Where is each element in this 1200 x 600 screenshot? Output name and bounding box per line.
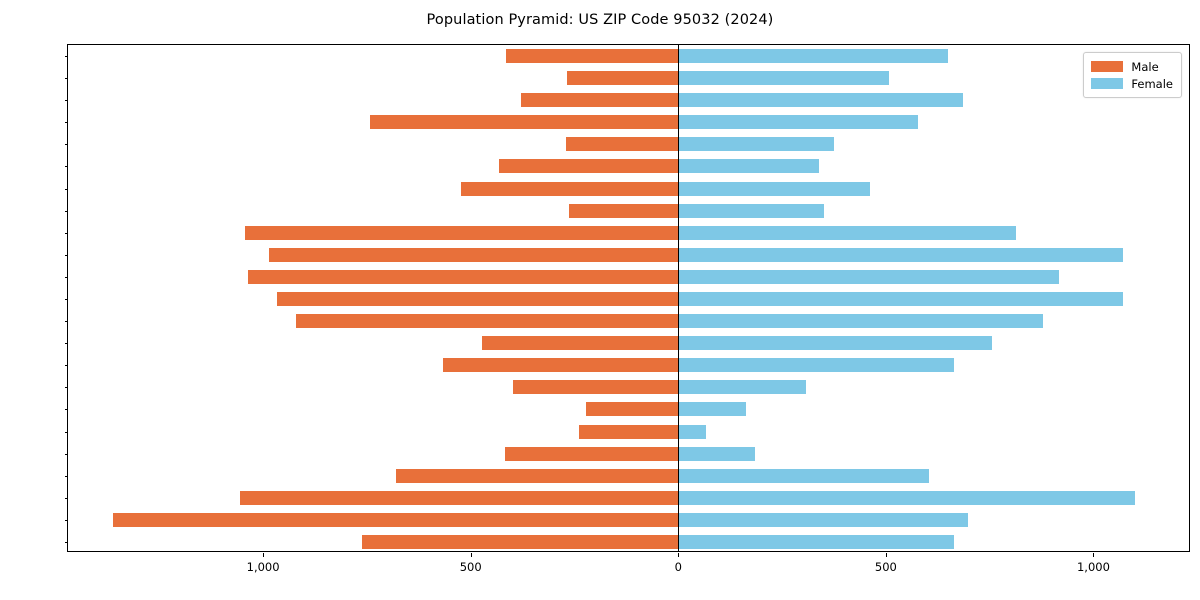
bar-male [296,314,679,329]
bar-male [565,137,679,152]
legend-item-female: Female [1091,75,1173,92]
plot-frame: 85+80-8475-7970-7467-6965-6662-6460-6155… [64,44,1190,574]
y-axis-tick-mark [64,475,68,477]
legend-swatch-male [1091,61,1124,72]
y-axis-tick-mark [64,56,68,58]
y-axis-tick-mark [64,519,68,521]
y-axis-tick-mark [64,299,68,300]
bar-female [678,137,834,152]
x-axis-tick-mark [263,553,265,557]
y-axis-tick-mark [64,100,68,102]
chart-legend: Male Female [1083,52,1182,98]
bar-female [678,225,1016,240]
bar-female [678,269,1059,284]
bar-male [579,424,679,439]
y-axis-tick-mark [64,210,68,212]
bar-female [678,446,756,461]
x-axis-tick-label: 500 [459,560,482,574]
y-axis-tick-mark [64,409,68,411]
bar-female [678,490,1135,505]
bar-male [361,534,679,549]
bar-female [678,380,806,395]
bar-male [268,247,679,262]
x-axis-tick-label: 1,000 [246,560,280,574]
bar-female [678,71,889,86]
bar-male [504,446,679,461]
legend-label-male: Male [1131,59,1159,74]
y-axis-tick-mark [64,78,68,80]
bar-female [678,534,954,549]
bar-male [112,512,679,527]
bar-female [678,314,1043,329]
bar-female [678,424,707,439]
y-axis-tick-mark [64,276,68,278]
y-axis-tick-mark [64,321,68,323]
bar-female [678,336,993,351]
x-axis-tick-label: 500 [874,560,897,574]
x-axis-tick-mark [678,553,680,557]
bar-female [678,49,949,64]
bar-male [567,71,679,86]
bar-male [569,203,679,218]
y-axis-tick-mark [64,122,68,124]
y-axis-tick-mark [64,541,68,543]
bar-female [678,115,919,130]
bar-male [239,490,679,505]
bar-male [396,468,679,483]
bar-male [370,115,679,130]
bar-female [678,93,964,108]
y-axis-tick-mark [64,365,68,367]
bar-male [245,225,679,240]
chart-title: Population Pyramid: US ZIP Code 95032 (2… [426,12,774,28]
y-axis-tick-mark [64,188,68,190]
x-axis-tick-label: 0 [674,560,682,574]
x-axis-tick-mark [470,553,472,557]
y-axis-tick-mark [64,166,68,168]
bar-male [277,292,679,306]
legend-item-male: Male [1091,58,1173,75]
y-axis-tick-mark [64,144,68,146]
x-axis-tick-mark [1093,553,1095,557]
bar-male [442,358,679,373]
bar-male [248,269,679,284]
legend-swatch-female [1091,78,1124,89]
bar-male [498,159,679,174]
y-axis-tick-mark [64,431,68,433]
bar-male [512,380,679,395]
bar-female [678,358,954,373]
bar-male [505,49,679,64]
legend-label-female: Female [1131,76,1173,91]
bar-female [678,181,870,196]
bar-male [586,402,679,417]
bar-female [678,159,819,174]
bar-female [678,402,747,417]
bar-female [678,247,1124,262]
y-axis-tick-mark [64,343,68,345]
y-axis-tick-mark [64,387,68,389]
y-axis-tick-mark [64,453,68,455]
bar-female [678,468,930,483]
y-axis-tick-mark [64,254,68,256]
y-axis-tick-mark [64,232,68,234]
bar-male [460,181,679,196]
plot-area [68,45,1189,551]
bar-male [481,336,679,351]
bar-female [678,203,824,218]
bar-male [520,93,679,108]
y-axis-tick-mark [64,497,68,499]
bar-female [678,292,1124,306]
x-axis-tick-label: 1,000 [1076,560,1110,574]
x-axis-tick-mark [885,553,887,557]
zero-axis-line [678,45,680,551]
bar-female [678,512,969,527]
